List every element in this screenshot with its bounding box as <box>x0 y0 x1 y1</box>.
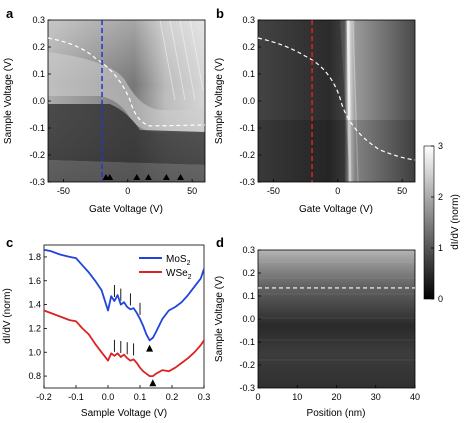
panel-b-yticks: 0.3 0.2 0.1 0.0 -0.1 -0.2 -0.3 <box>239 15 261 187</box>
panel-c-legend: MoS2 WSe2 <box>139 254 192 281</box>
panel-c-yticks: 1.8 1.6 1.4 1.2 1.0 0.8 <box>28 252 47 381</box>
ytick-label: 0.2 <box>32 42 45 52</box>
ytick-label: 0.8 <box>28 371 41 381</box>
panel-c-ylabel: dI/dV (norm) <box>2 288 13 344</box>
xtick-label: 20 <box>331 392 341 402</box>
xtick-label: -0.1 <box>68 392 84 402</box>
arrow-marker <box>144 174 152 180</box>
ytick-label: 0.2 <box>242 42 255 52</box>
ytick-label: -0.1 <box>239 337 255 347</box>
ytick-label: -0.2 <box>29 150 45 160</box>
panel-a-label: a <box>6 6 14 21</box>
xtick-label: 0 <box>255 392 260 402</box>
panel-a-yticks: 0.3 0.2 0.1 0.0 -0.1 -0.2 -0.3 <box>29 15 51 187</box>
xtick-label: 0.1 <box>134 392 147 402</box>
arrow-marker <box>177 174 185 180</box>
panel-d-image <box>258 250 415 388</box>
colorbar-tick-label: 3 <box>438 141 443 151</box>
panel-a-xticks: -50 0 50 <box>57 179 197 196</box>
panel-d: d 0.3 0.2 0.1 0.0 -0.1 -0.2 -0.3 0 10 20 30 40 Pos… <box>214 235 420 419</box>
colorbar: 3 2 1 0 dI/dV (norm) <box>423 141 461 304</box>
ytick-label: -0.1 <box>29 123 45 133</box>
xtick-label: 50 <box>397 186 407 196</box>
ytick-label: 0.1 <box>242 291 255 301</box>
arrow-marker <box>106 174 114 180</box>
xtick-label: 0.2 <box>166 392 179 402</box>
ytick-label: -0.3 <box>239 177 255 187</box>
ytick-label: 1.6 <box>28 276 41 286</box>
xtick-label: 40 <box>410 392 420 402</box>
panel-a-ylabel: Sample Voltage (V) <box>3 58 14 144</box>
panel-b-image <box>258 20 415 182</box>
ytick-label: -0.1 <box>239 123 255 133</box>
ytick-label: 0.1 <box>242 69 255 79</box>
minimum-triangle-marker <box>149 379 157 387</box>
ytick-label: 0.0 <box>242 96 255 106</box>
panel-c-label: c <box>6 235 13 250</box>
ytick-label: 0.3 <box>32 15 45 25</box>
ytick-label: 0.0 <box>242 314 255 324</box>
colorbar-ticks: 3 2 1 0 <box>431 141 443 304</box>
series-line-wse2 <box>44 309 204 378</box>
panel-b-xlabel: Gate Voltage (V) <box>299 204 373 215</box>
arrow-marker <box>133 174 141 180</box>
xtick-label: 50 <box>187 186 197 196</box>
panel-b-xticks: -50 0 50 <box>267 179 407 196</box>
panel-c-series <box>44 248 204 378</box>
colorbar-tick-label: 1 <box>438 243 443 253</box>
ytick-label: 1.0 <box>28 347 41 357</box>
xtick-label: 0 <box>335 186 340 196</box>
panel-c-xticks: -0.2 -0.1 0.0 0.1 0.2 0.3 <box>36 385 210 402</box>
panel-a: a 0.3 0.2 0.1 0.0 -0.1 -0.2 -0.3 -50 0 50 Gate V… <box>3 6 206 215</box>
arrow-marker <box>162 174 170 180</box>
panel-a-dashed-curve <box>47 37 206 127</box>
panel-c-markers <box>113 285 157 387</box>
legend-label-mos2: MoS2 <box>166 254 191 267</box>
xtick-label: 30 <box>371 392 381 402</box>
panel-b-label: b <box>216 6 224 21</box>
xtick-label: 10 <box>292 392 302 402</box>
colorbar-label: dI/dV (norm) <box>450 194 461 250</box>
colorbar-gradient <box>423 145 435 300</box>
ytick-label: -0.2 <box>239 150 255 160</box>
ytick-label: 0.2 <box>242 268 255 278</box>
panel-d-label: d <box>216 235 224 250</box>
ytick-label: 1.4 <box>28 300 41 310</box>
panel-b-dashed-curve <box>257 37 416 161</box>
panel-a-arrow-markers <box>102 174 185 180</box>
panel-d-ylabel: Sample Voltage (V) <box>214 276 225 362</box>
panel-d-yticks: 0.3 0.2 0.1 0.0 -0.1 -0.2 -0.3 <box>239 245 261 393</box>
xtick-label: 0.3 <box>198 392 211 402</box>
xtick-label: 0 <box>125 186 130 196</box>
xtick-label: -50 <box>267 186 280 196</box>
ytick-label: -0.2 <box>239 360 255 370</box>
panel-b: b 0.3 0.2 0.1 0.0 -0.1 -0.2 -0.3 -50 0 50 Gate V… <box>214 6 416 215</box>
ytick-label: 0.3 <box>242 15 255 25</box>
ytick-label: 1.8 <box>28 252 41 262</box>
colorbar-tick-label: 0 <box>438 294 443 304</box>
panel-b-ylabel: Sample Voltage (V) <box>214 58 225 144</box>
panel-c-xlabel: Sample Voltage (V) <box>81 408 167 419</box>
minimum-triangle-marker <box>146 344 154 352</box>
series-line-mos2 <box>44 248 204 342</box>
xtick-label: -50 <box>57 186 70 196</box>
ytick-label: 1.2 <box>28 323 41 333</box>
panel-c: c 1.8 1.6 1.4 1.2 1.0 0.8 -0.2 -0.1 0.0 0.1 0.2 0.… <box>2 235 210 419</box>
panel-a-xlabel: Gate Voltage (V) <box>89 204 163 215</box>
ytick-label: -0.3 <box>29 177 45 187</box>
panel-d-xlabel: Position (nm) <box>307 408 366 419</box>
xtick-label: -0.2 <box>36 392 52 402</box>
xtick-label: 0.0 <box>102 392 115 402</box>
ytick-label: -0.3 <box>239 383 255 393</box>
ytick-label: 0.1 <box>32 69 45 79</box>
panel-d-xticks: 0 10 20 30 40 <box>255 385 420 402</box>
ytick-label: 0.3 <box>242 245 255 255</box>
colorbar-tick-label: 2 <box>438 192 443 202</box>
ytick-label: 0.0 <box>32 96 45 106</box>
legend-label-wse2: WSe2 <box>166 268 192 281</box>
